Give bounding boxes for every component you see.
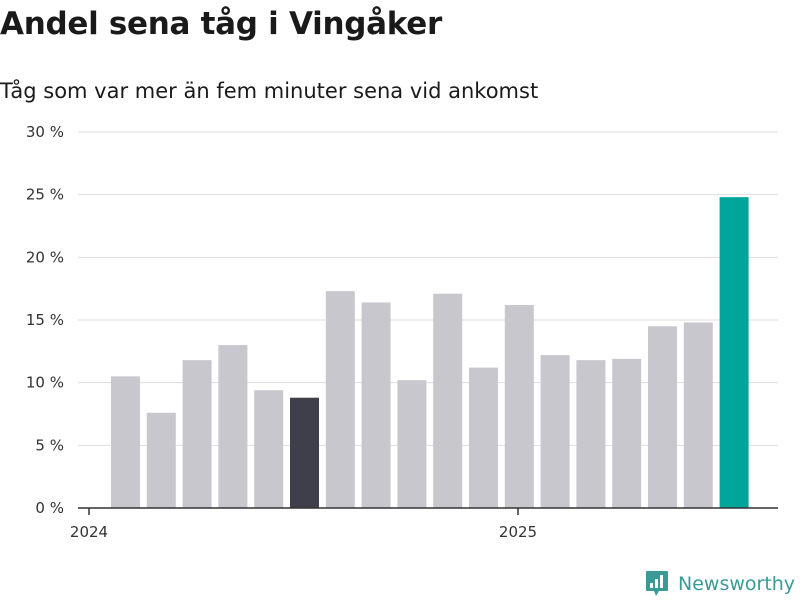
x-tick-label: 2025 <box>499 523 537 541</box>
newsworthy-logo-text: Newsworthy <box>678 573 796 595</box>
bar <box>254 390 284 508</box>
bar <box>683 322 713 508</box>
bar <box>576 360 606 508</box>
bar <box>469 367 498 508</box>
bar <box>612 358 642 508</box>
bar <box>433 293 463 508</box>
bar <box>146 412 176 508</box>
bar <box>719 197 749 508</box>
bar <box>648 326 677 508</box>
bar <box>504 304 534 508</box>
newsworthy-logo-icon <box>646 571 668 596</box>
x-tick-label: 2024 <box>70 523 108 541</box>
bar <box>218 345 248 508</box>
chart-title: Andel sena tåg i Vingåker <box>0 6 442 42</box>
bar <box>540 355 570 508</box>
y-tick-label: 20 % <box>26 248 64 266</box>
bar <box>182 360 212 508</box>
y-tick-label: 15 % <box>26 311 64 329</box>
y-tick-label: 0 % <box>35 499 64 517</box>
bar-chart: 0 % 5 % 10 % 15 % 20 % 25 % 30 % 2024 2025 <box>26 123 778 541</box>
y-tick-label: 30 % <box>26 123 64 141</box>
y-tick-label: 10 % <box>26 374 64 392</box>
chart-subtitle: Tåg som var mer än fem minuter sena vid … <box>0 79 539 103</box>
bars <box>111 197 749 508</box>
bar <box>111 376 140 508</box>
axes: 0 % 5 % 10 % 15 % 20 % 25 % 30 % 2024 2025 <box>26 123 778 541</box>
bar <box>361 302 391 508</box>
bar <box>290 397 319 508</box>
y-tick-label: 25 % <box>26 186 64 204</box>
newsworthy-logo: Newsworthy <box>645 570 795 598</box>
y-tick-label: 5 % <box>35 436 64 454</box>
bar <box>397 380 427 508</box>
bar <box>325 291 355 508</box>
